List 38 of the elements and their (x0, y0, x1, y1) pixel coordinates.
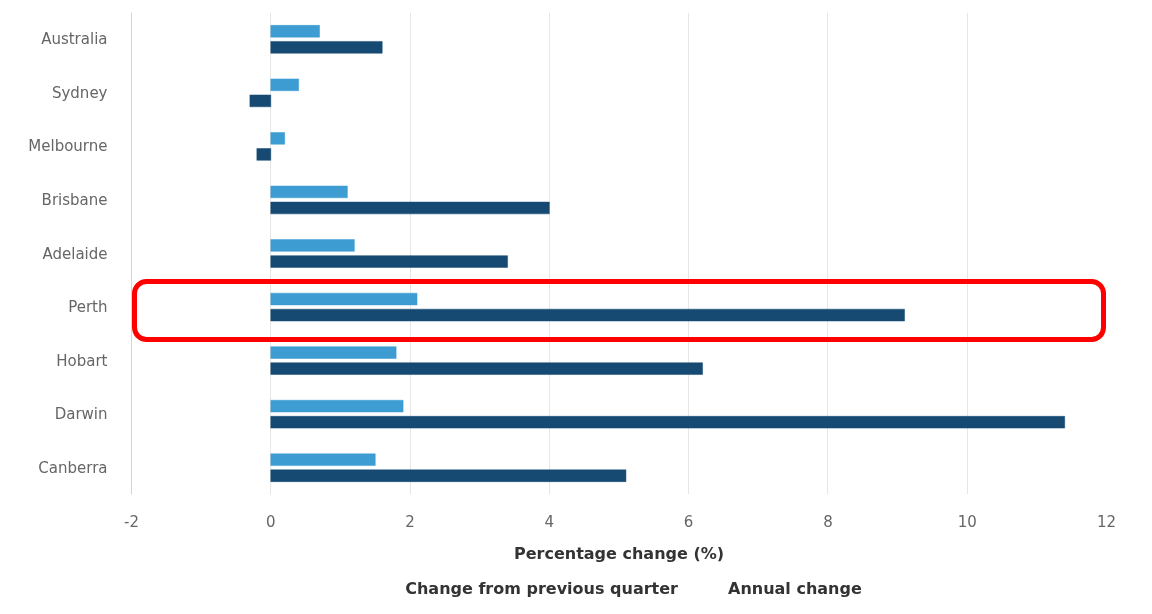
bar (249, 94, 272, 108)
bar (270, 292, 418, 306)
bar (270, 416, 1065, 429)
y-tick-label: Darwin (54, 405, 108, 424)
x-tick-label: 12 (1096, 512, 1117, 531)
bar (270, 362, 703, 375)
bar (270, 346, 397, 359)
bar (270, 469, 627, 482)
bar (270, 25, 320, 38)
y-tick-label: Brisbane (41, 190, 108, 209)
bar (270, 399, 404, 413)
bar (270, 239, 355, 252)
x-tick-label: 4 (544, 512, 555, 531)
y-tick-label: Hobart (56, 351, 108, 370)
y-tick-label: Canberra (38, 458, 108, 477)
y-tick-label: Perth (68, 298, 108, 317)
x-tick-label: 8 (823, 512, 833, 531)
bar (270, 41, 383, 54)
x-tick-label: 2 (405, 512, 415, 531)
bar (270, 185, 348, 199)
bar (270, 255, 508, 268)
x-axis-title: Percentage change (%) (513, 543, 725, 563)
text: Annual change (728, 578, 862, 598)
bar (270, 201, 550, 215)
x-tick-label: -2 (124, 512, 139, 531)
bar (270, 132, 285, 145)
x-tick-label: 10 (957, 512, 977, 531)
text: Change from previous quarter (405, 578, 679, 598)
x-tick-label: 0 (266, 512, 276, 531)
y-tick-label: Sydney (51, 83, 108, 102)
x-tick-label: 6 (683, 512, 694, 531)
bar (270, 308, 905, 322)
y-tick-label: Adelaide (42, 244, 108, 263)
bar (256, 148, 272, 161)
y-tick-label: Melbourne (28, 137, 108, 156)
y-tick-label: Australia (41, 30, 108, 49)
bar (270, 78, 299, 91)
bar (270, 453, 376, 466)
